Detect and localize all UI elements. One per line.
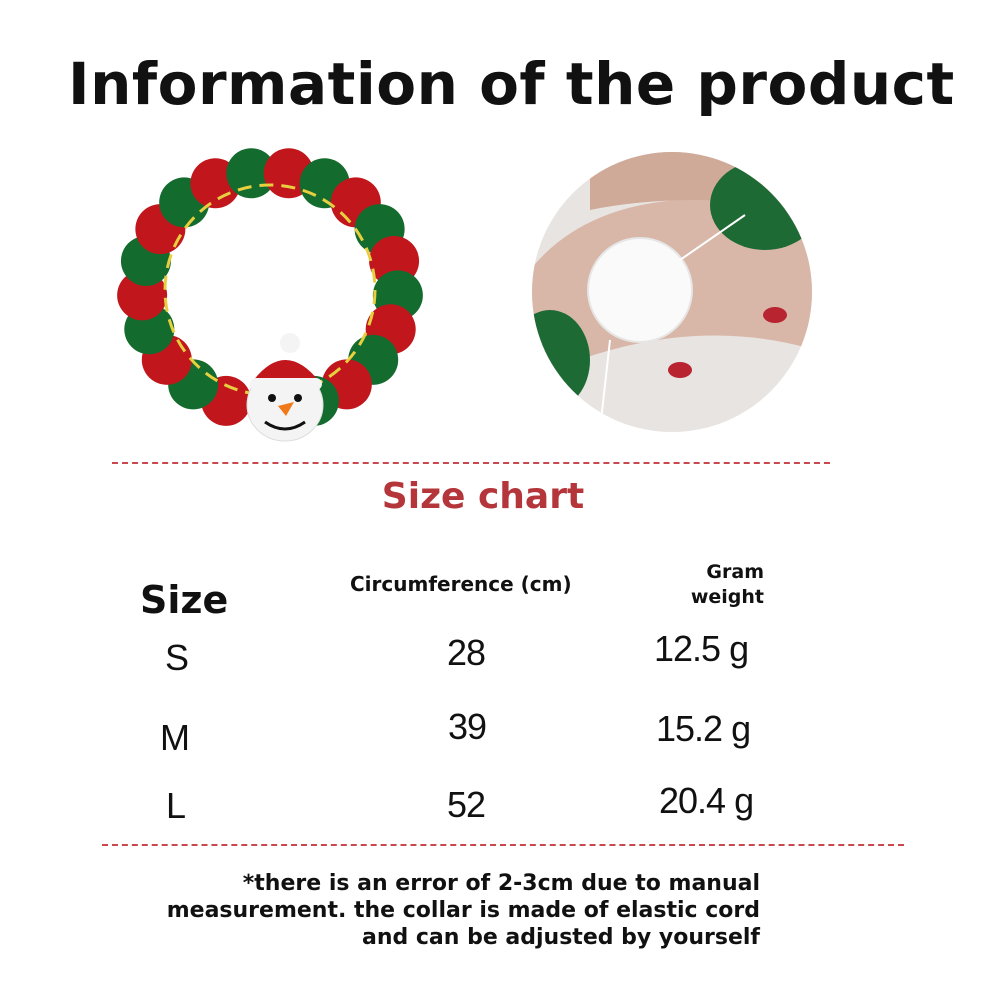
weight-cell: 20.4 g bbox=[659, 780, 754, 821]
weight-cell: 15.2 g bbox=[656, 708, 751, 749]
measurement-note: *there is an error of 2-3cm due to manua… bbox=[166, 871, 760, 950]
weight-cell: 12.5 g bbox=[654, 628, 749, 669]
circumference-cell: 52 bbox=[447, 784, 486, 825]
page-title: Information of the product bbox=[68, 50, 955, 118]
collar-product-image bbox=[117, 148, 423, 442]
snowman-charm bbox=[246, 333, 324, 442]
size-chart-title: Size chart bbox=[381, 476, 585, 517]
header-gram-weight: Gram weight bbox=[690, 561, 764, 608]
circumference-cell: 39 bbox=[448, 706, 487, 747]
size-cell: L bbox=[166, 785, 186, 826]
header-circumference: Circumference (cm) bbox=[350, 572, 572, 596]
header-size: Size bbox=[140, 578, 229, 622]
size-cell: S bbox=[165, 637, 189, 678]
pompom-detail-photo bbox=[532, 152, 812, 432]
circumference-cell: 28 bbox=[447, 632, 486, 673]
size-cell: M bbox=[160, 717, 190, 758]
divider-top bbox=[112, 462, 830, 464]
pompom-ring bbox=[117, 148, 423, 426]
divider-bottom bbox=[102, 844, 904, 846]
